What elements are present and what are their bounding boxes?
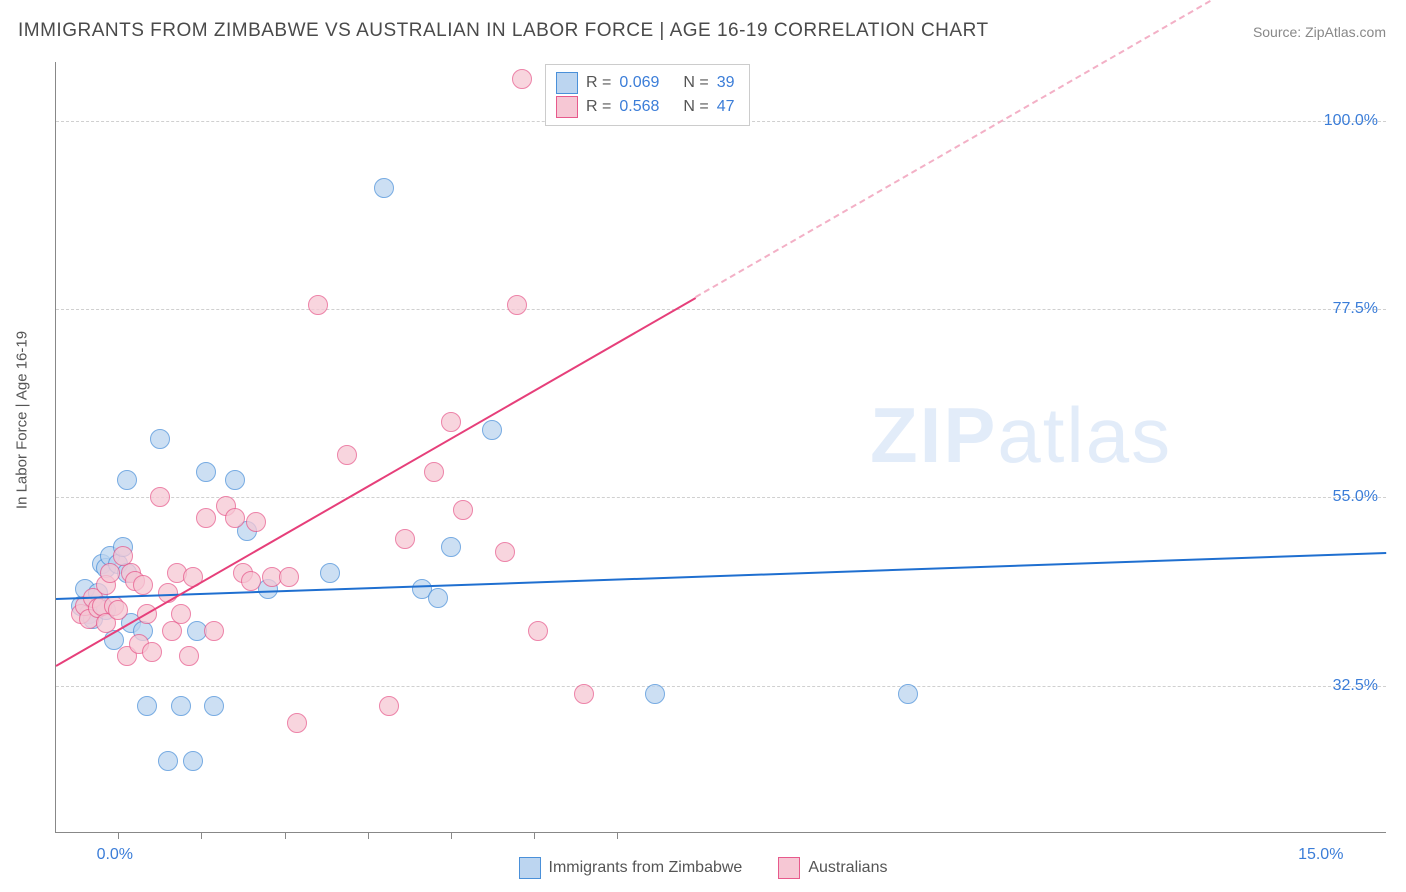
legend-swatch <box>519 857 541 879</box>
legend-n-value: 47 <box>717 95 735 119</box>
scatter-point <box>424 462 444 482</box>
x-tick <box>534 832 535 839</box>
legend-row: R = 0.069 N = 39 <box>556 71 735 95</box>
x-tick <box>118 832 119 839</box>
scatter-point <box>428 588 448 608</box>
legend-r-value: 0.568 <box>619 95 659 119</box>
x-tick <box>285 832 286 839</box>
legend-series: Immigrants from Zimbabwe Australians <box>0 857 1406 884</box>
legend-label: Australians <box>808 859 887 877</box>
trend-line <box>695 0 1221 300</box>
trend-line <box>56 296 697 666</box>
scatter-point <box>898 684 918 704</box>
scatter-point <box>100 563 120 583</box>
scatter-point <box>574 684 594 704</box>
legend-r-label: R = <box>586 71 611 95</box>
gridline <box>56 497 1386 498</box>
scatter-point <box>241 571 261 591</box>
scatter-point <box>142 642 162 662</box>
y-axis-label: In Labor Force | Age 16-19 <box>14 331 31 509</box>
y-tick-label: 55.0% <box>1333 488 1378 506</box>
scatter-point <box>158 751 178 771</box>
scatter-point <box>246 512 266 532</box>
y-tick-label: 32.5% <box>1333 677 1378 695</box>
scatter-point <box>171 604 191 624</box>
scatter-point <box>287 713 307 733</box>
plot-area: 32.5% 55.0% 77.5% 100.0% <box>55 62 1386 833</box>
scatter-point <box>179 646 199 666</box>
scatter-point <box>320 563 340 583</box>
scatter-point <box>482 420 502 440</box>
legend-r-label: R = <box>586 95 611 119</box>
legend-r-value: 0.069 <box>619 71 659 95</box>
scatter-point <box>108 600 128 620</box>
y-tick-label: 100.0% <box>1324 112 1378 130</box>
x-tick <box>368 832 369 839</box>
gridline <box>56 309 1386 310</box>
scatter-point <box>337 445 357 465</box>
scatter-point <box>204 696 224 716</box>
gridline <box>56 686 1386 687</box>
scatter-point <box>441 537 461 557</box>
scatter-point <box>441 412 461 432</box>
scatter-point <box>133 575 153 595</box>
scatter-point <box>379 696 399 716</box>
scatter-point <box>528 621 548 641</box>
scatter-point <box>225 508 245 528</box>
legend-row: R = 0.568 N = 47 <box>556 95 735 119</box>
scatter-point <box>512 69 532 89</box>
legend-swatch <box>556 96 578 118</box>
scatter-point <box>453 500 473 520</box>
scatter-point <box>225 470 245 490</box>
source-label: Source: ZipAtlas.com <box>1253 24 1386 40</box>
legend-n-value: 39 <box>717 71 735 95</box>
x-tick <box>617 832 618 839</box>
scatter-point <box>150 429 170 449</box>
legend-label: Immigrants from Zimbabwe <box>549 859 743 877</box>
scatter-point <box>137 696 157 716</box>
legend-item: Australians <box>778 857 887 879</box>
scatter-point <box>196 462 216 482</box>
x-tick-label: 15.0% <box>1298 846 1343 864</box>
scatter-point <box>279 567 299 587</box>
scatter-point <box>196 508 216 528</box>
legend-item: Immigrants from Zimbabwe <box>519 857 743 879</box>
chart-title: IMMIGRANTS FROM ZIMBABWE VS AUSTRALIAN I… <box>18 20 989 42</box>
scatter-point <box>171 696 191 716</box>
scatter-point <box>183 751 203 771</box>
scatter-point <box>507 295 527 315</box>
legend-swatch <box>778 857 800 879</box>
legend-correlation: R = 0.069 N = 39 R = 0.568 N = 47 <box>545 64 750 126</box>
scatter-point <box>374 178 394 198</box>
x-tick <box>451 832 452 839</box>
scatter-point <box>645 684 665 704</box>
x-tick-label: 0.0% <box>97 846 133 864</box>
legend-n-label: N = <box>683 95 708 119</box>
scatter-point <box>117 470 137 490</box>
legend-swatch <box>556 72 578 94</box>
scatter-point <box>308 295 328 315</box>
scatter-point <box>495 542 515 562</box>
legend-n-label: N = <box>683 71 708 95</box>
y-tick-label: 77.5% <box>1333 300 1378 318</box>
x-tick <box>201 832 202 839</box>
scatter-point <box>204 621 224 641</box>
scatter-point <box>150 487 170 507</box>
scatter-point <box>395 529 415 549</box>
